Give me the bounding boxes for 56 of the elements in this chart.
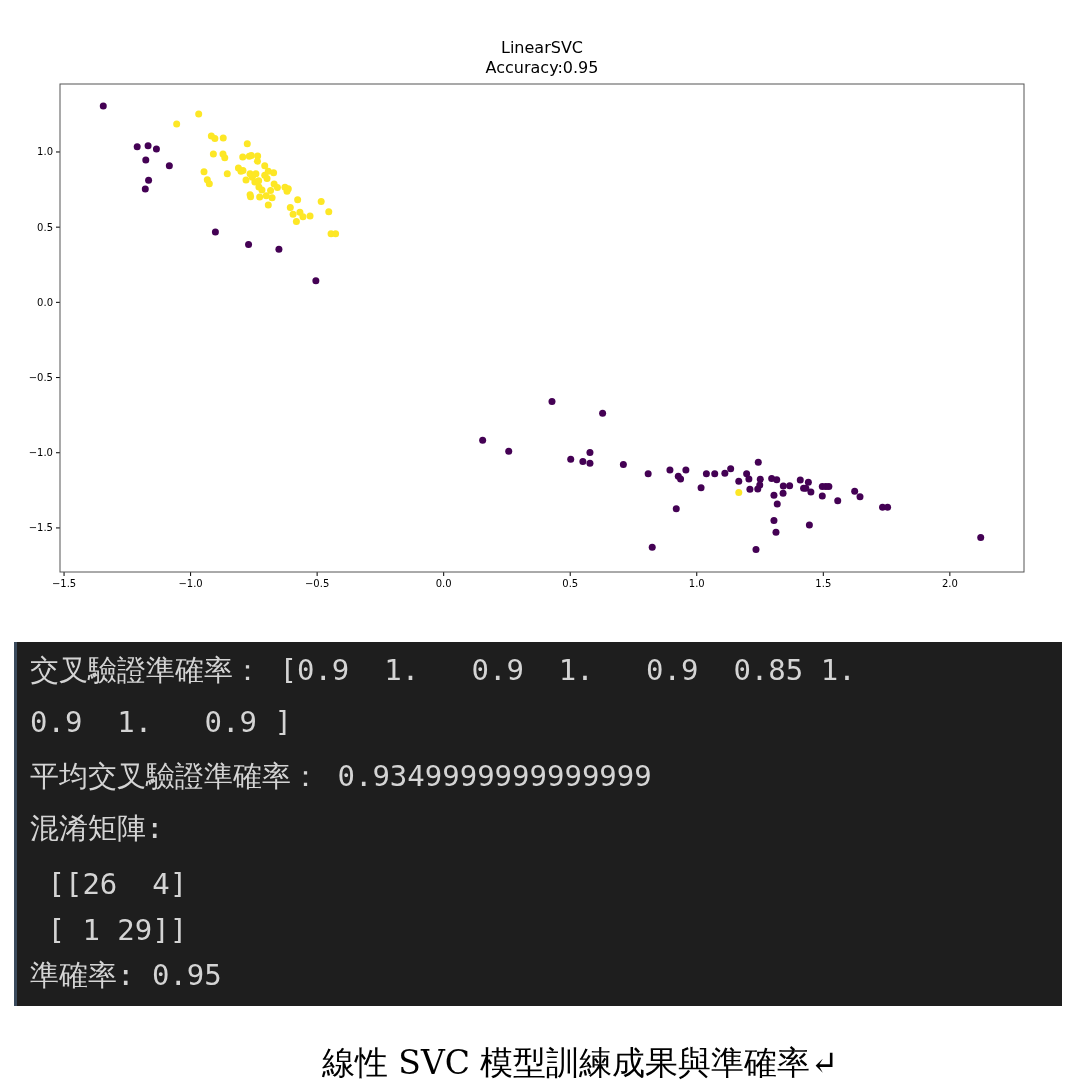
x-tick-label: 0.0: [435, 578, 452, 589]
text: 準確率: 0.95: [30, 958, 222, 992]
x-tick-label: −1.0: [178, 578, 203, 589]
x-tick-label: 0.5: [562, 578, 579, 589]
point: [317, 198, 325, 206]
point: [264, 201, 272, 209]
point: [292, 218, 300, 226]
point: [325, 208, 333, 216]
point: [261, 162, 269, 170]
point: [306, 212, 314, 220]
point: [256, 193, 264, 201]
y-tick-label: 0.5: [37, 221, 53, 233]
point: [289, 210, 297, 218]
point: [263, 175, 271, 183]
y-tick-label: 0.0: [37, 296, 53, 308]
text: [[26 4]: [30, 867, 188, 901]
point: [239, 153, 247, 161]
text: 線性 SVC 模型訓練成果與準確率↵: [320, 1043, 839, 1082]
point: [209, 150, 217, 158]
point: [735, 489, 743, 497]
point: [255, 177, 263, 185]
x-tick-label: −0.5: [304, 578, 330, 589]
point: [332, 230, 340, 238]
point: [253, 157, 261, 165]
text: 交叉驗證準確率： [0.9 1. 0.9 1. 0.9 0.85 1.: [30, 653, 856, 687]
point: [286, 204, 294, 212]
point: [219, 134, 227, 142]
y-tick-label: −1.0: [28, 447, 53, 459]
x-tick-label: 1.0: [688, 578, 705, 589]
point: [242, 176, 250, 184]
x-tick-label: 1.5: [815, 578, 832, 589]
text: 平均交叉驗證準確率： 0.9349999999999999: [30, 759, 652, 793]
x-tick-label: −1.5: [51, 578, 77, 589]
point: [205, 180, 213, 188]
point: [294, 196, 302, 204]
point: [273, 184, 281, 192]
y-tick-label: −1.5: [28, 522, 53, 534]
point: [243, 140, 251, 148]
point: [262, 192, 270, 200]
text: 混淆矩陣:: [30, 811, 164, 845]
x-tick-label: 2.0: [941, 578, 958, 589]
y-tick-label: 1.0: [37, 146, 53, 158]
point: [200, 168, 208, 176]
point: [173, 120, 181, 128]
point: [223, 170, 231, 178]
chart-title: LinearSVC Accuracy:0.95: [485, 38, 599, 77]
text: 0.9 1. 0.9 ]: [30, 705, 292, 739]
point: [267, 187, 275, 195]
point: [221, 154, 229, 162]
point: [270, 169, 278, 177]
text: [ 1 29]]: [30, 913, 188, 947]
point: [211, 135, 219, 143]
point: [268, 194, 276, 202]
point: [299, 213, 307, 221]
y-tick-label: −0.5: [28, 372, 53, 384]
point: [195, 110, 203, 118]
